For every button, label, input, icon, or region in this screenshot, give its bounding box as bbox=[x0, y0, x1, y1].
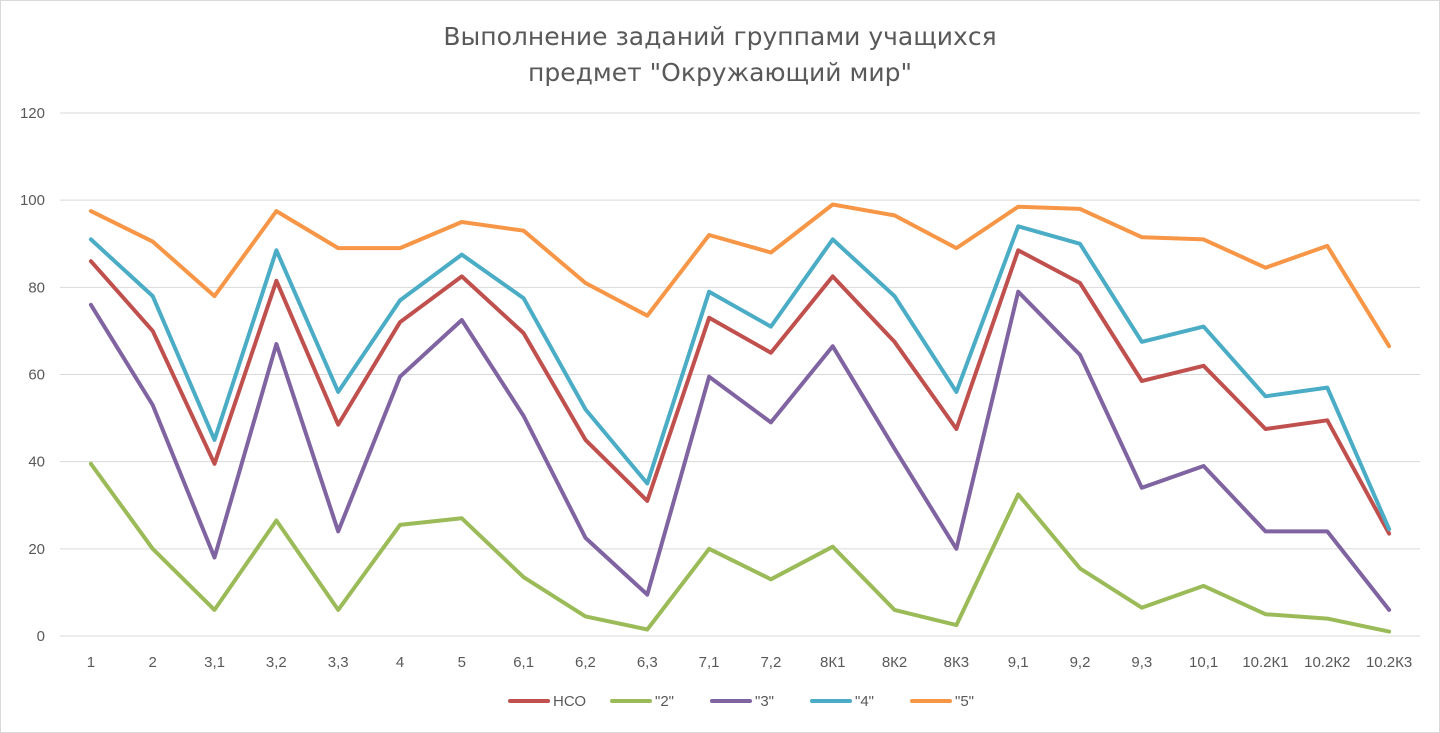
x-tick-label: 3,3 bbox=[328, 654, 349, 671]
x-tick-label: 7,2 bbox=[760, 654, 781, 671]
legend-label: "5" bbox=[955, 693, 974, 710]
legend-item-0: НСО bbox=[508, 693, 586, 710]
x-tick-label: 9,3 bbox=[1131, 654, 1152, 671]
x-tick-label: 8К2 bbox=[882, 654, 907, 671]
x-tick-label: 5 bbox=[458, 654, 466, 671]
y-tick-label: 20 bbox=[28, 541, 45, 558]
y-tick-label: 120 bbox=[20, 105, 45, 122]
legend-item-2: "3" bbox=[710, 693, 774, 710]
legend: НСО "2" "3" "4" "5" bbox=[508, 693, 974, 710]
series-line-1 bbox=[88, 461, 1392, 634]
y-tick-label: 40 bbox=[28, 454, 45, 471]
gridlines bbox=[60, 112, 1420, 637]
y-tick-label: 100 bbox=[20, 192, 45, 209]
y-axis-ticks: 0 20 40 60 80 100 120 bbox=[20, 105, 45, 645]
x-tick-label: 9,1 bbox=[1008, 654, 1029, 671]
y-tick-label: 80 bbox=[28, 279, 45, 296]
x-tick-label: 1 bbox=[87, 654, 95, 671]
x-tick-label: 8К1 bbox=[820, 654, 845, 671]
legend-label: НСО bbox=[553, 693, 586, 710]
chart-title: Выполнение заданий группами учащихся bbox=[443, 22, 997, 51]
series-line-4 bbox=[88, 202, 1392, 349]
x-tick-label: 2 bbox=[149, 654, 157, 671]
x-tick-label: 3,2 bbox=[266, 654, 287, 671]
legend-label: "2" bbox=[655, 693, 674, 710]
series-line-2 bbox=[88, 289, 1392, 612]
x-axis-ticks: 1 2 3,1 3,2 3,3 4 5 6,1 6,2 6,3 7,1 7,2 8К1 8К2 8К3 9,1… bbox=[87, 654, 1412, 671]
x-tick-label: 10.2К3 bbox=[1366, 654, 1412, 671]
y-tick-label: 60 bbox=[28, 367, 45, 384]
x-tick-label: 3,1 bbox=[204, 654, 225, 671]
series-line-0 bbox=[88, 248, 1392, 536]
x-tick-label: 4 bbox=[396, 654, 404, 671]
legend-label: "4" bbox=[855, 693, 874, 710]
legend-item-1: "2" bbox=[610, 693, 674, 710]
legend-item-4: "5" bbox=[910, 693, 974, 710]
x-tick-label: 10.2К2 bbox=[1304, 654, 1350, 671]
x-tick-label: 9,2 bbox=[1070, 654, 1091, 671]
y-tick-label: 0 bbox=[37, 628, 45, 645]
x-tick-label: 6,3 bbox=[637, 654, 658, 671]
x-tick-label: 10,1 bbox=[1189, 654, 1218, 671]
x-tick-label: 6,1 bbox=[513, 654, 534, 671]
x-tick-label: 7,1 bbox=[699, 654, 720, 671]
x-tick-label: 6,2 bbox=[575, 654, 596, 671]
legend-item-3: "4" bbox=[810, 693, 874, 710]
x-tick-label: 8К3 bbox=[944, 654, 969, 671]
x-tick-label: 10.2К1 bbox=[1242, 654, 1288, 671]
series-lines bbox=[88, 202, 1392, 634]
series-line-3 bbox=[88, 224, 1392, 532]
chart-subtitle: предмет "Окружающий мир" bbox=[528, 58, 912, 87]
legend-label: "3" bbox=[755, 693, 774, 710]
